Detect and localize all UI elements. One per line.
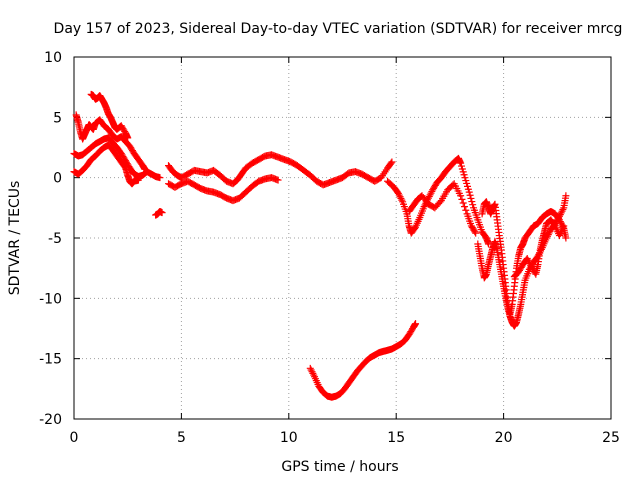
data-point [158,209,166,217]
data-point [398,196,406,204]
y-axis-tick-labels: -20 -15 -10 -5 0 5 10 [39,50,62,428]
data-point [459,199,467,207]
data-point [527,261,535,269]
data-point [428,187,436,195]
series-early-peak [87,90,132,142]
data-point [306,364,314,372]
data-point [124,134,132,142]
series-midday-lower [165,174,282,205]
x-tick-label: 20 [495,430,513,446]
data-point [523,255,531,263]
data-series [70,90,570,401]
y-tick-label: -5 [48,231,62,247]
series-isolated [152,207,166,219]
data-point [274,176,282,184]
y-tick-label: -20 [39,412,62,428]
series-early-upper [72,111,149,173]
data-point [550,221,558,229]
data-point [526,260,534,268]
x-tick-label: 15 [387,430,405,446]
x-tick-label: 0 [70,430,79,446]
data-point [545,229,553,237]
data-point [310,371,318,379]
data-point [465,188,473,196]
data-point [411,224,419,232]
x-axis-label: GPS time / hours [281,459,398,475]
x-tick-label: 10 [280,430,298,446]
data-point [420,203,428,211]
data-point [562,234,570,242]
data-point [559,206,567,214]
data-point [307,366,315,374]
data-point [427,189,435,197]
data-point [560,222,568,230]
data-point [555,216,563,224]
data-point [544,231,552,239]
data-point [472,229,480,237]
data-point [426,191,434,199]
data-point [557,209,565,217]
data-point [468,198,476,206]
data-point [156,174,164,182]
x-tick-label: 5 [177,430,186,446]
data-point [466,191,474,199]
data-point [395,191,403,199]
y-tick-label: -15 [39,352,62,368]
data-point [134,176,142,184]
data-point [457,192,465,200]
data-point [558,207,566,215]
data-point [462,206,470,214]
y-tick-label: 10 [44,50,62,66]
data-point [524,256,532,264]
data-point [458,195,466,203]
y-tick-label: 0 [53,171,62,187]
y-axis-label: SDTVAR / TECUs [7,181,23,296]
series-late-a [474,192,570,330]
series-afternoon-lower [405,180,480,237]
axis-ticks [73,56,612,420]
data-point [556,218,564,226]
series-late-c [510,216,568,281]
data-point [469,201,477,209]
data-point [387,159,395,167]
data-point [562,192,570,200]
data-point [397,194,405,202]
data-point [412,320,420,328]
data-point [461,203,469,211]
x-axis-tick-labels: 0 5 10 15 20 25 [70,430,620,446]
data-point [309,369,317,377]
data-point [471,228,479,236]
data-point [525,258,533,266]
data-point [436,198,444,206]
series-arc [306,320,420,401]
grid [74,57,611,419]
y-tick-label: -10 [39,291,62,307]
series-midday-upper [165,151,396,189]
data-point [396,193,404,201]
data-point [425,192,433,200]
x-tick-label: 25 [602,430,620,446]
y-tick-label: 5 [53,110,62,126]
chart-title: Day 157 of 2023, Sidereal Day-to-day VTE… [54,21,623,37]
series-early-bottom [70,141,142,188]
data-point [388,158,396,166]
data-point [467,194,475,202]
series-early-lower [70,134,164,182]
data-point [394,189,402,197]
data-point [308,368,316,376]
